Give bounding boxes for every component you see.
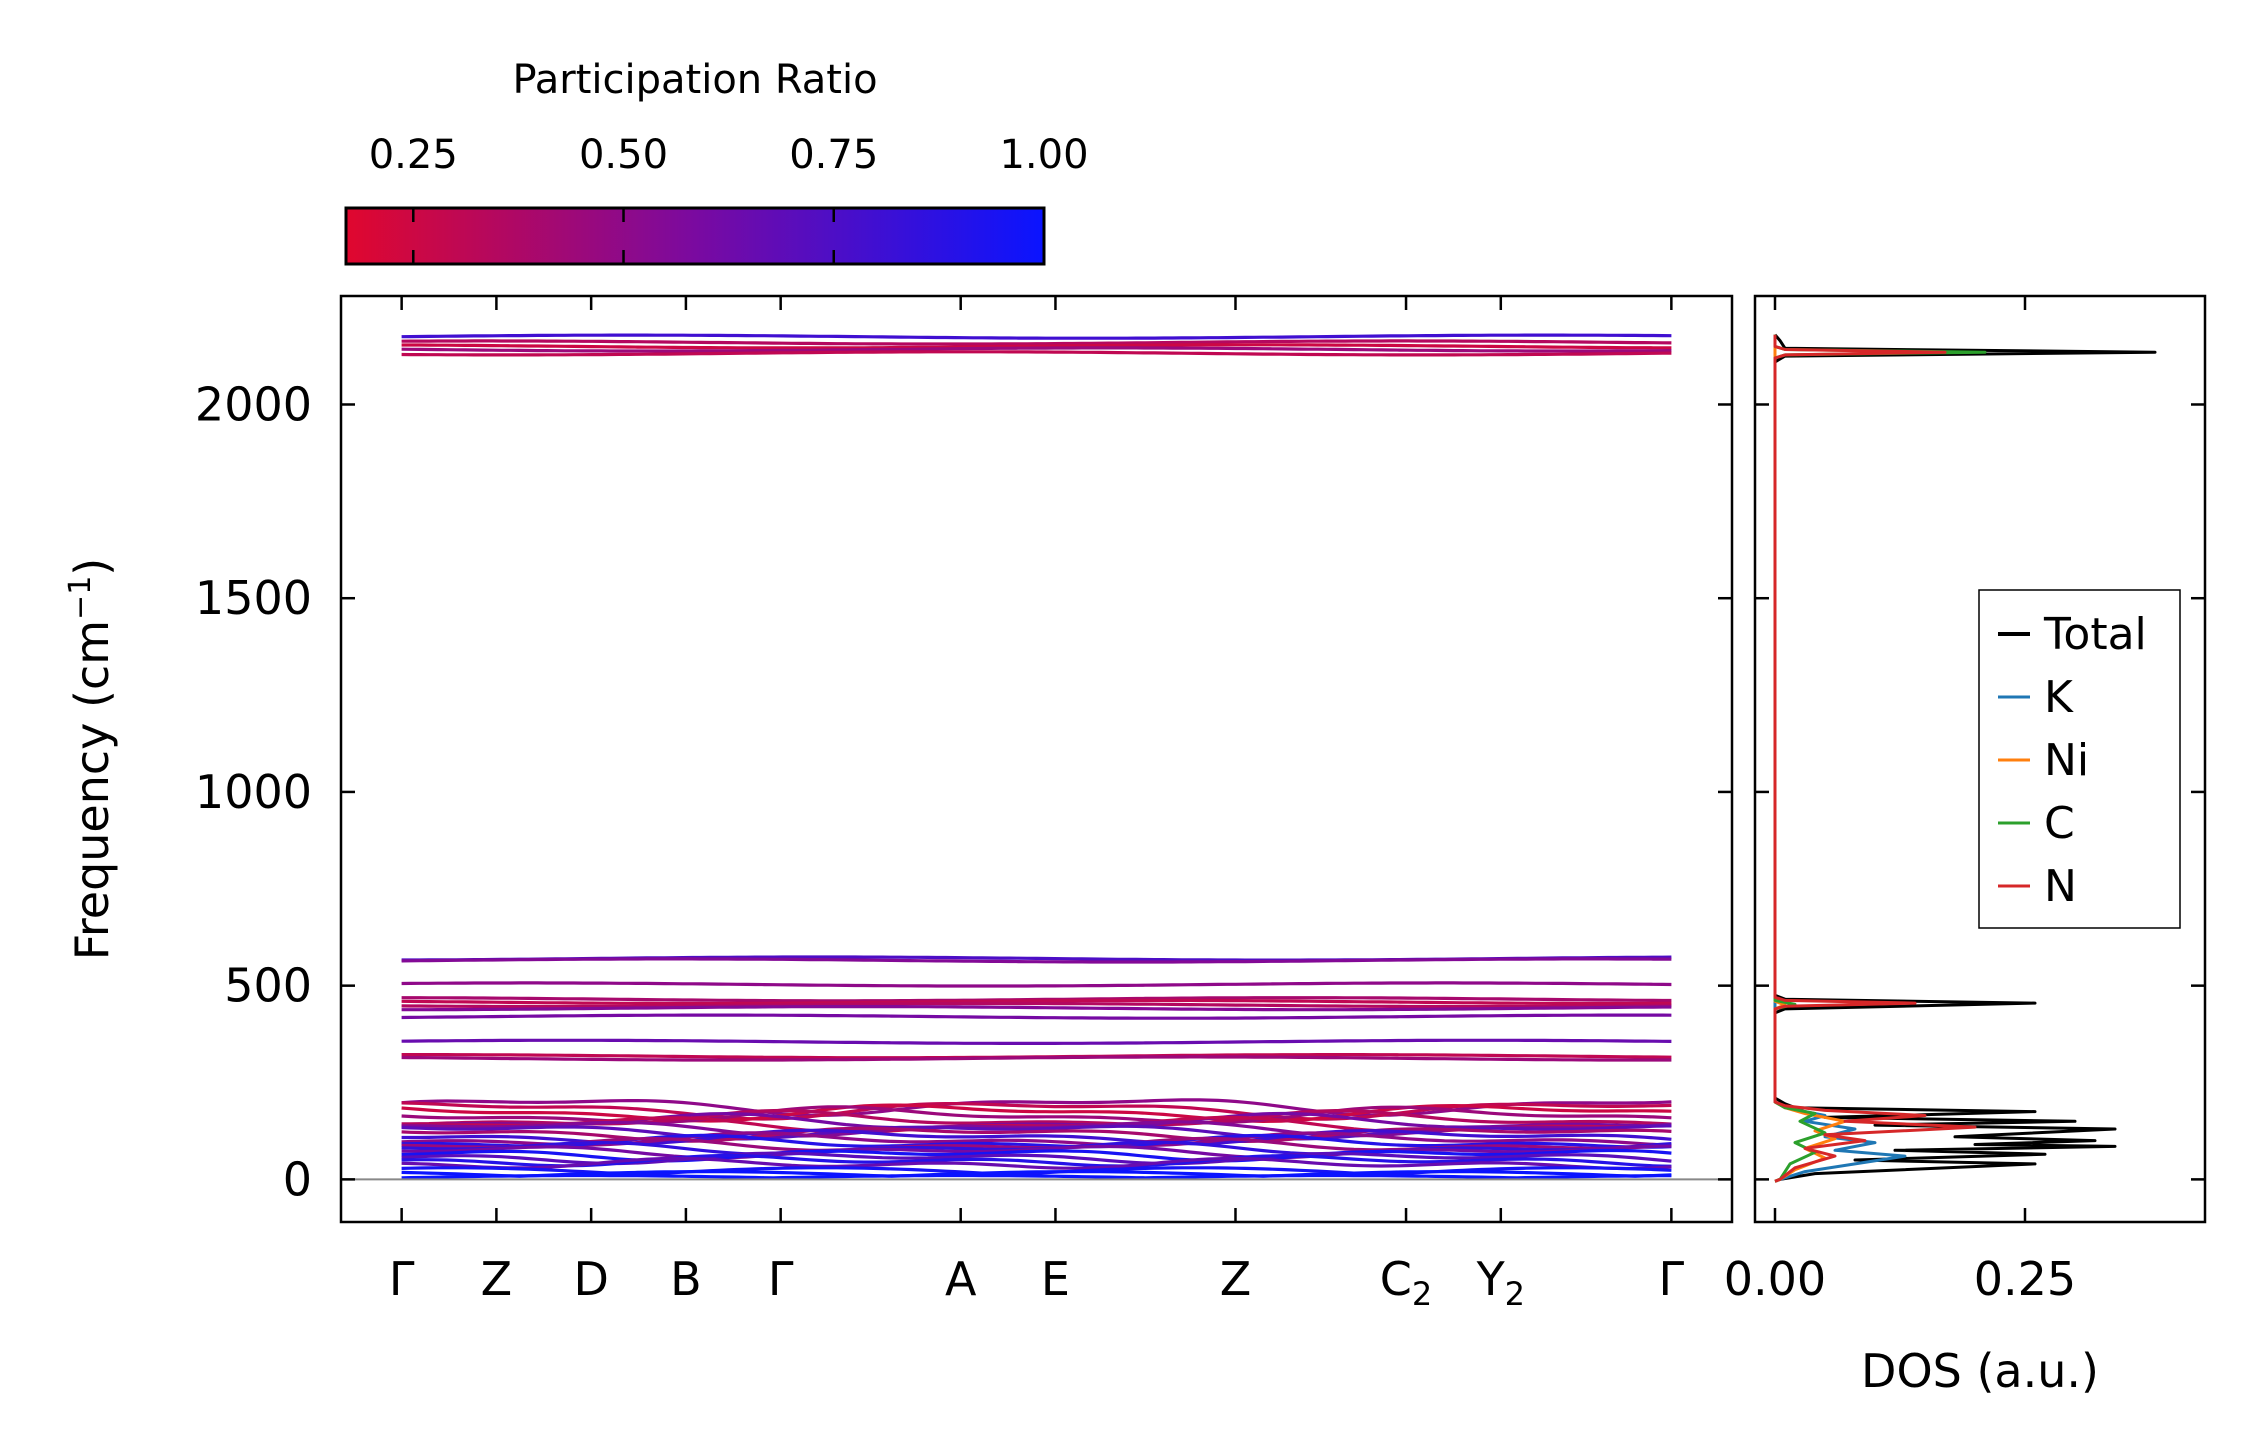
band-line [401, 1013, 1672, 1020]
band-line [401, 1153, 1672, 1168]
kpoint-letter: Z [1220, 1252, 1252, 1306]
kpoint-letter: A [945, 1252, 977, 1306]
dos-panel: 0.00 0.25 DOS (a.u.) Total K Ni CN [1724, 294, 2207, 1398]
kpoint-label: Γ [768, 1252, 794, 1306]
band-line [401, 339, 1672, 346]
kpoint-letter: D [573, 1252, 608, 1306]
dos-curve-c [1773, 334, 1987, 1183]
kpoint-letter: C [1380, 1252, 1412, 1306]
kpoint-label: E [1041, 1252, 1070, 1306]
band-line [401, 1103, 1672, 1124]
colorbar-title: Participation Ratio [512, 57, 877, 103]
kpoint-letter: Γ [768, 1252, 794, 1306]
band-frame [339, 294, 1734, 1224]
band-line [401, 333, 1672, 340]
legend-label: K [2044, 672, 2074, 723]
band-line [401, 1055, 1672, 1062]
kpoint-subscript: 2 [1505, 1275, 1525, 1313]
legend-label: Ni [2044, 735, 2089, 786]
legend-label: N [2044, 861, 2077, 912]
dos-curve-n [1773, 334, 1977, 1183]
kpoint-label: A [945, 1252, 977, 1306]
band-line [401, 1156, 1672, 1171]
dos-frame [1753, 294, 2207, 1224]
kpoint-label: Z [481, 1252, 513, 1306]
dos-legend: Total K Ni CN [1978, 589, 2181, 929]
colorbar-tick-label: 0.75 [789, 132, 878, 178]
dos-axes: 0.00 0.25 [1724, 296, 2076, 1306]
band-line [401, 350, 1672, 357]
kpoint-label: D [573, 1252, 608, 1306]
kpoint-label: Y2 [1476, 1252, 1525, 1313]
kpoint-label: Γ [389, 1252, 415, 1306]
colorbar-ticks: 0.25 0.50 0.75 1.00 [369, 132, 1089, 264]
dos-lines [1773, 333, 2157, 1183]
kpoint-subscript: 2 [1412, 1275, 1432, 1313]
y-axis-label: Frequency (cm−1) [63, 558, 119, 961]
kpoint-letter: Γ [389, 1252, 415, 1306]
dos-curve-ni [1773, 334, 1847, 1183]
y-tick-label: 1000 [195, 765, 312, 819]
y-tick-label: 2000 [195, 377, 312, 431]
band-line [401, 343, 1672, 350]
y-tick-label: 1500 [195, 571, 312, 625]
band-line [401, 1173, 1672, 1180]
band-line [401, 1170, 1672, 1178]
kpoint-label: C2 [1380, 1252, 1432, 1313]
colorbar-tick-label: 0.50 [579, 132, 668, 178]
band-line [401, 1001, 1672, 1009]
colorbar: Participation Ratio 0.25 0.50 0.75 1.00 [344, 57, 1089, 266]
dos-x-tick-label: 0.00 [1724, 1252, 1826, 1306]
dos-x-tick-label: 0.25 [1974, 1252, 2076, 1306]
band-lines [341, 333, 1732, 1181]
kpoint-letter: Γ [1659, 1252, 1685, 1306]
band-line [401, 981, 1672, 988]
band-line [401, 1124, 1672, 1141]
band-line [401, 346, 1672, 353]
kpoint-letter: Z [481, 1252, 513, 1306]
band-line [401, 998, 1672, 1006]
band-line [401, 1038, 1672, 1045]
y-axis-label-sup: −1 [63, 576, 98, 620]
band-line [401, 1005, 1672, 1012]
legend-label: Total [2043, 609, 2147, 660]
kpoint-label: B [670, 1252, 702, 1306]
colorbar-gradient [344, 206, 1046, 266]
colorbar-tick-label: 0.25 [369, 132, 458, 178]
band-line [401, 1126, 1672, 1144]
dos-x-axis-label: DOS (a.u.) [1861, 1344, 2099, 1398]
band-line [401, 957, 1672, 964]
kpoint-letter: B [670, 1252, 702, 1306]
band-line [401, 1144, 1672, 1160]
y-tick-label: 0 [283, 1152, 312, 1206]
legend-label: C [2044, 798, 2075, 849]
kpoint-letter: E [1041, 1252, 1070, 1306]
kpoint-label: Z [1220, 1252, 1252, 1306]
y-tick-label: 500 [224, 959, 312, 1013]
band-line [401, 1148, 1672, 1163]
colorbar-tick-label: 1.00 [999, 132, 1088, 178]
y-axis-label-end: ) [65, 558, 119, 576]
dos-curve-total [1773, 333, 2157, 1183]
kpoint-letter: Y [1476, 1252, 1506, 1306]
y-axis-label-main: Frequency (cm [65, 620, 119, 960]
kpoint-label: Γ [1659, 1252, 1685, 1306]
dos-curve-k [1773, 334, 1907, 1183]
